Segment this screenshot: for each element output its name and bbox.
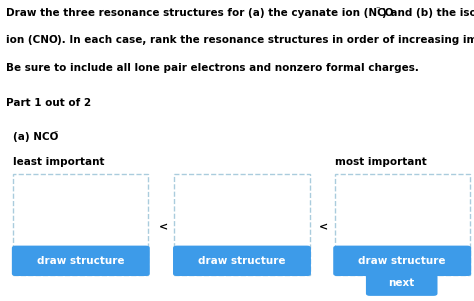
Text: most important: most important [335, 157, 427, 167]
Text: least important: least important [13, 157, 105, 167]
Bar [174, 174, 310, 275]
Text: ion (CNO: ion (CNO [6, 35, 57, 45]
Text: (a) NCO: (a) NCO [13, 132, 59, 142]
Text: Part 1 out of 2: Part 1 out of 2 [6, 98, 91, 107]
Text: <: < [319, 223, 328, 233]
Text: <: < [158, 223, 168, 233]
FancyBboxPatch shape [366, 271, 438, 296]
Text: ⁻: ⁻ [54, 128, 58, 137]
Text: draw structure: draw structure [37, 256, 125, 266]
Bar [335, 174, 470, 275]
Text: draw structure: draw structure [358, 256, 446, 266]
Bar [13, 174, 148, 275]
Text: ) and (b) the isocyanate: ) and (b) the isocyanate [382, 8, 474, 17]
Text: draw structure: draw structure [198, 256, 286, 266]
Text: ⁻: ⁻ [51, 32, 55, 41]
Text: next: next [389, 278, 415, 288]
FancyBboxPatch shape [333, 246, 471, 276]
Text: ). In each case, rank the resonance structures in order of increasing importance: ). In each case, rank the resonance stru… [57, 35, 474, 45]
Text: Be sure to include all lone pair electrons and nonzero formal charges.: Be sure to include all lone pair electro… [6, 63, 419, 73]
Text: ⁻: ⁻ [376, 5, 380, 14]
FancyBboxPatch shape [12, 246, 150, 276]
FancyBboxPatch shape [173, 246, 311, 276]
Text: Draw the three resonance structures for (a) the cyanate ion (NCO: Draw the three resonance structures for … [6, 8, 393, 17]
